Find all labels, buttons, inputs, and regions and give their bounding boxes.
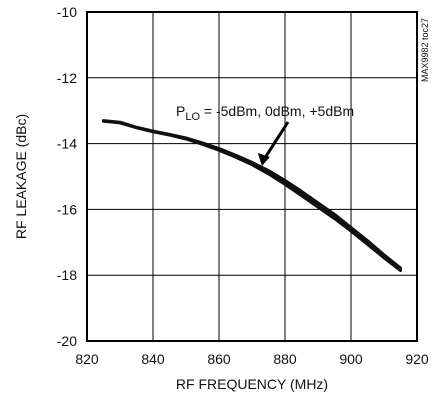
plot-frame <box>86 11 418 342</box>
grid-lines <box>87 12 417 341</box>
y-tick-label: -12 <box>57 70 77 86</box>
annotation-arrow <box>257 121 290 166</box>
series-line <box>102 119 402 272</box>
y-tick-label: -18 <box>57 267 77 283</box>
y-tick-label: -16 <box>57 201 77 217</box>
series-line <box>102 119 402 270</box>
arrow-head <box>257 152 270 166</box>
figure-code-label: MAX9982 toc27 <box>420 18 430 82</box>
annotation-text: = -5dBm, 0dBm, +5dBm <box>200 103 354 119</box>
annotation-prefix: P <box>176 103 185 119</box>
y-axis-label: RF LEAKAGE (dBc) <box>13 114 29 239</box>
y-tick-label: -20 <box>57 333 77 349</box>
x-tick-labels: 820 840 860 880 900 920 <box>75 351 429 367</box>
x-tick-label: 860 <box>207 351 231 367</box>
x-tick-label: 840 <box>141 351 165 367</box>
annotation-subscript: LO <box>185 111 200 123</box>
x-tick-label: 880 <box>273 351 297 367</box>
arrow-shaft <box>263 121 290 159</box>
x-tick-label: 920 <box>405 351 429 367</box>
x-tick-label: 820 <box>75 351 99 367</box>
x-axis-label: RF FREQUENCY (MHz) <box>176 376 328 392</box>
y-tick-label: -14 <box>57 136 77 152</box>
y-tick-labels: -20 -18 -16 -14 -12 -10 <box>57 4 77 349</box>
power-level-annotation: PLO = -5dBm, 0dBm, +5dBm <box>176 103 354 123</box>
data-series <box>102 119 402 273</box>
x-tick-label: 900 <box>339 351 363 367</box>
y-tick-label: -10 <box>57 4 77 20</box>
